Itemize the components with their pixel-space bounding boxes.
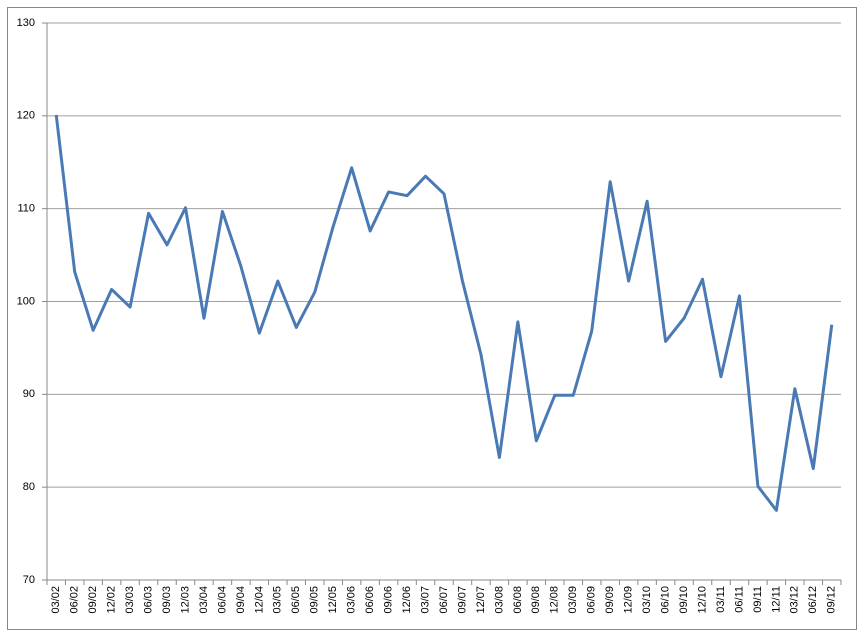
x-tick-label: 12/11 [770, 586, 782, 613]
data-line [54, 114, 834, 512]
x-tick-label: 12/08 [549, 586, 561, 614]
x-tick-label: 06/10 [659, 586, 671, 614]
x-tick-label: 09/04 [235, 586, 247, 614]
x-tick-label: 03/07 [419, 586, 431, 614]
x-tick-label: 03/11 [715, 586, 727, 613]
x-tick-label: 09/02 [87, 586, 99, 614]
x-tick-label: 12/10 [696, 586, 708, 614]
chart-border [7, 7, 857, 630]
x-tick-label: 12/04 [253, 586, 265, 614]
x-tick-label: 03/10 [641, 586, 653, 614]
y-tick-label: 70 [23, 574, 35, 586]
x-tick-label: 09/12 [826, 586, 838, 614]
y-tick-label: 110 [17, 203, 35, 215]
x-tick-label: 09/11 [752, 586, 764, 613]
x-tick-label: 06/03 [142, 586, 154, 614]
x-tick-label: 09/10 [678, 586, 690, 614]
x-tick-label: 12/07 [475, 586, 487, 614]
x-tick-label: 06/06 [364, 586, 376, 614]
x-tick-label: 06/09 [586, 586, 598, 614]
x-tick-label: 03/02 [50, 586, 62, 614]
x-tick-label: 06/02 [69, 586, 81, 614]
x-tick-label: 03/08 [493, 586, 505, 614]
x-tick-label: 09/09 [604, 586, 616, 614]
x-tick-label: 06/08 [512, 586, 524, 614]
x-tick-label: 09/06 [383, 586, 395, 614]
y-tick-label: 100 [17, 295, 35, 307]
x-tick-label: 09/08 [530, 586, 542, 614]
x-tick-label: 03/06 [346, 586, 358, 614]
x-tick-label: 09/07 [456, 586, 468, 614]
x-tick-label: 06/11 [733, 586, 745, 613]
x-tick-label: 06/04 [216, 586, 228, 614]
y-tick-label: 130 [17, 17, 35, 29]
x-tick-label: 03/09 [567, 586, 579, 614]
x-tick-label: 09/05 [309, 586, 321, 614]
x-tick-label: 12/06 [401, 586, 413, 614]
x-tick-label: 12/09 [623, 586, 635, 614]
y-tick-label: 80 [23, 481, 35, 493]
x-tick-label: 03/03 [124, 586, 136, 614]
x-tick-label: 12/05 [327, 586, 339, 614]
x-tick-label: 12/03 [179, 586, 191, 614]
x-tick-label: 03/05 [272, 586, 284, 614]
x-tick-label: 06/05 [290, 586, 302, 614]
x-tick-label: 12/02 [106, 586, 118, 614]
y-tick-label: 120 [17, 110, 35, 122]
y-tick-label: 90 [23, 388, 35, 400]
x-tick-label: 06/07 [438, 586, 450, 614]
x-tick-label: 03/12 [789, 586, 801, 614]
x-tick-label: 09/03 [161, 586, 173, 614]
x-tick-label: 06/12 [807, 586, 819, 614]
x-tick-label: 03/04 [198, 586, 210, 614]
